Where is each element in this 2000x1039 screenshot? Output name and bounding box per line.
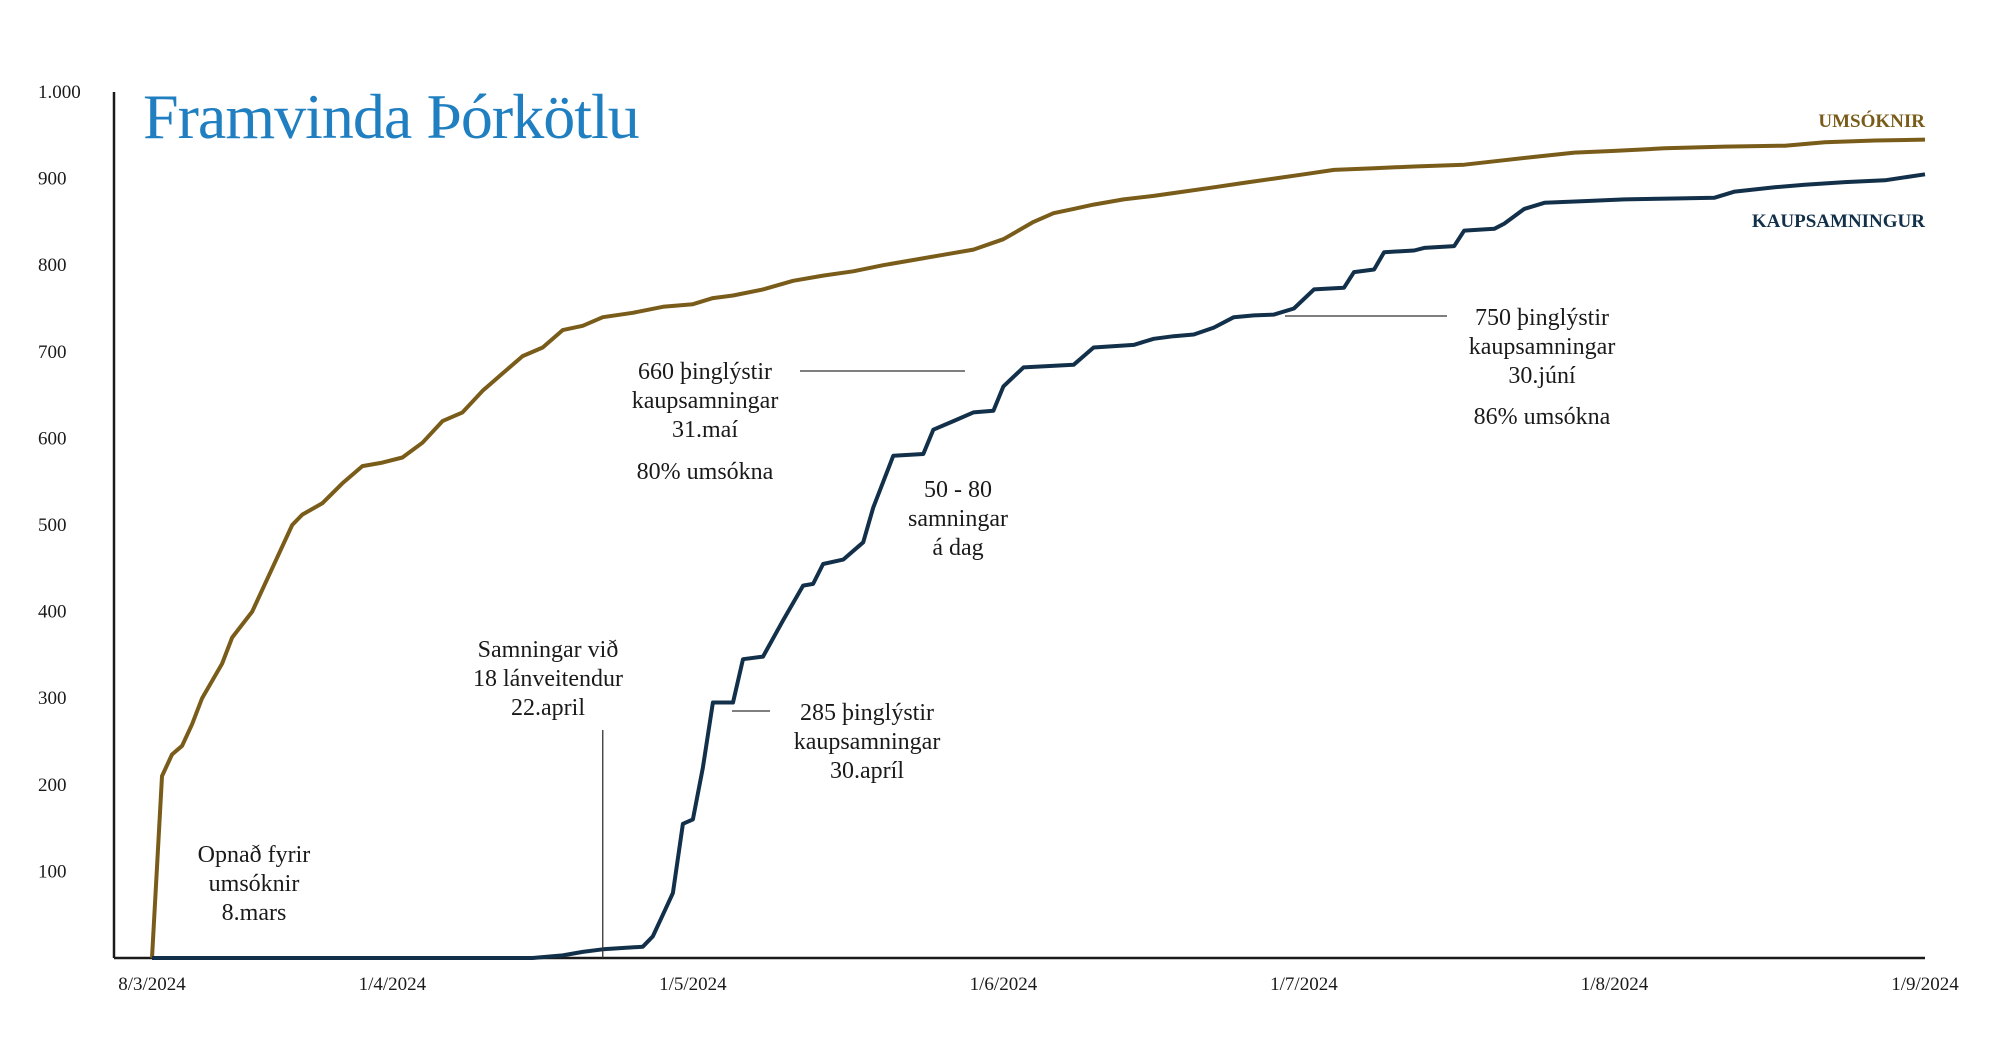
annotation-line: 660 þinglýstir [638,359,772,385]
x-tick-label: 1/6/2024 [970,974,1038,995]
x-tick-label: 1/5/2024 [659,974,727,995]
x-tick-labels: 8/3/2024 1/4/2024 1/5/2024 1/6/2024 1/7/2024… [118,974,1959,995]
y-tick-label: 300 [38,688,67,709]
x-tick-label: 1/4/2024 [359,974,427,995]
x-tick-label: 1/7/2024 [1270,974,1338,995]
y-tick-label: 700 [38,342,67,363]
annotation-line: 30.júní [1508,363,1576,389]
x-tick-label: 1/9/2024 [1891,974,1959,995]
annotation-line: kaupsamningar [794,729,941,755]
annotation-750: 750 þinglýstir kaupsamningar 30.júní 86%… [1469,305,1616,430]
series-label-umsoknir: UMSÓKNIR [1818,110,1925,132]
x-tick-label: 8/3/2024 [118,974,186,995]
annotation-line: kaupsamningar [1469,334,1616,360]
annotation-line: kaupsamningar [632,388,779,414]
annotation-660: 660 þinglýstir kaupsamningar 31.maí 80% … [632,359,779,485]
annotation-line: á dag [932,535,983,561]
x-tick-label: 1/8/2024 [1581,974,1649,995]
y-tick-label: 1.000 [38,82,81,103]
annotation-285: 285 þinglýstir kaupsamningar 30.apríl [794,700,941,784]
annotation-line: samningar [908,506,1008,532]
y-tick-labels: 100 200 300 400 500 600 700 800 900 1.000 [38,82,81,882]
y-tick-label: 600 [38,428,67,449]
annotation-line: 18 lánveitendur [473,666,623,692]
chart-title: Framvinda Þórkötlu [143,81,639,152]
series-line-umsoknir [150,137,1926,959]
annotation-line: 285 þinglýstir [800,700,934,726]
annotation-line: 50 - 80 [924,477,992,503]
annotation-opnad: Opnað fyrir umsóknir 8.mars [198,842,311,926]
annotation-line: 30.apríl [830,758,904,784]
annotation-line: Opnað fyrir [198,842,311,868]
series-label-kaupsamningur: KAUPSAMNINGUR [1752,211,1925,232]
series-line-kaupsamningur [152,172,1926,960]
annotation-lanveitendur: Samningar við 18 lánveitendur 22.april [473,637,623,721]
annotation-line: umsóknir [209,871,300,897]
annotation-dag: 50 - 80 samningar á dag [908,477,1008,561]
y-tick-label: 100 [38,861,67,882]
annotation-line: 31.maí [672,417,738,443]
annotation-line: 8.mars [222,900,287,926]
annotation-extra: 86% umsókna [1474,404,1611,430]
y-tick-label: 800 [38,255,67,276]
y-tick-label: 500 [38,515,67,536]
annotation-line: Samningar við [478,637,619,663]
annotation-line: 750 þinglýstir [1475,305,1609,331]
y-tick-label: 400 [38,602,67,623]
y-tick-label: 200 [38,775,67,796]
annotation-line: 22.april [511,695,585,721]
annotation-extra: 80% umsókna [637,459,774,485]
y-tick-label: 900 [38,169,67,190]
